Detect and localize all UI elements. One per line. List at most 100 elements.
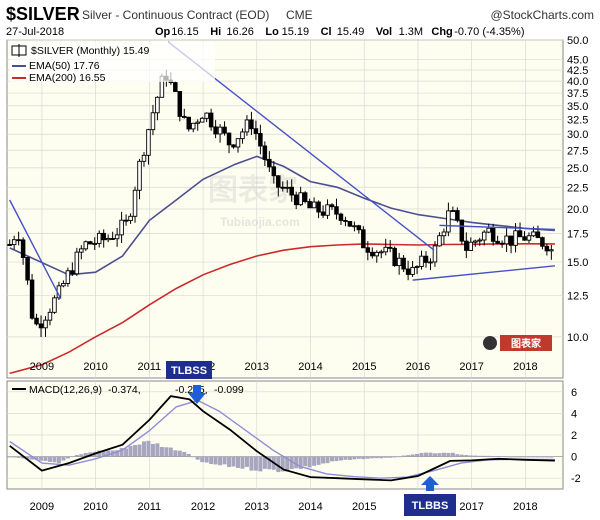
price-candle-body	[396, 257, 402, 267]
macd-histogram-bar	[307, 456, 312, 468]
macd-histogram-bar	[43, 456, 48, 461]
macd-histogram-bar	[262, 456, 267, 469]
macd-histogram-bar	[16, 456, 21, 458]
price-candle-body	[378, 251, 384, 254]
price-x-tick-label: 2015	[352, 361, 376, 373]
macd-histogram-bar	[531, 456, 536, 458]
price-x-tick-label: 2014	[298, 361, 322, 373]
price-candle-body	[271, 166, 277, 177]
price-candle-body	[320, 211, 326, 216]
price-candle-body	[25, 257, 30, 281]
macd-y-tick-label: 2	[571, 430, 577, 442]
macd-histogram-bar	[325, 456, 330, 464]
watermark-main: 图表家	[208, 174, 298, 207]
macd-x-tick-label: 2012	[191, 501, 215, 513]
price-y-tick-label: 20.0	[567, 204, 588, 216]
price-candle-body	[199, 117, 205, 123]
instrument-name: Silver - Continuous Contract (EOD)	[82, 8, 269, 22]
price-candle-body	[249, 119, 254, 130]
macd-histogram-bar	[352, 456, 357, 460]
macd-legend-hist: -0.099	[214, 384, 244, 396]
trendline	[439, 224, 555, 231]
price-candle-body	[311, 201, 317, 209]
price-candle-body	[405, 268, 411, 275]
price-candle-body	[217, 126, 223, 135]
price-candle-body	[190, 122, 196, 130]
macd-histogram-bar	[235, 456, 240, 468]
macd-histogram-bar	[56, 456, 61, 464]
price-candle-body	[535, 231, 541, 239]
annotation-tlbss: TLBSS	[166, 361, 212, 404]
macd-histogram-bar	[97, 450, 102, 457]
macd-histogram-bar	[544, 456, 549, 458]
macd-histogram-bar	[39, 456, 44, 461]
macd-histogram-bar	[446, 452, 451, 457]
macd-histogram-bar	[289, 456, 294, 470]
quote-value-chg: -0.70 (-4.35%)	[454, 26, 524, 38]
macd-histogram-bar	[267, 456, 272, 470]
macd-histogram-bar	[204, 456, 209, 463]
price-candle-body	[119, 219, 124, 236]
macd-histogram-bar	[526, 456, 531, 458]
annotation-tlbbs-label: TLBBS	[412, 500, 449, 512]
macd-histogram-bar	[298, 456, 303, 469]
price-candle-body	[34, 317, 39, 325]
price-candle-body	[307, 201, 312, 209]
price-candle-body	[258, 133, 263, 147]
legend-price: $SILVER (Monthly) 15.49	[31, 45, 149, 57]
price-candle-body	[11, 239, 17, 246]
price-candle-body	[338, 213, 344, 221]
macd-histogram-bar	[240, 456, 245, 469]
price-candle-body	[244, 119, 250, 133]
macd-histogram-bar	[222, 456, 227, 465]
price-candle-body	[540, 237, 545, 247]
macd-histogram-bar	[383, 456, 388, 458]
macd-histogram-bar	[303, 456, 308, 467]
price-candle-body	[195, 121, 200, 124]
price-candle-body	[481, 231, 487, 241]
macd-histogram-bar	[258, 456, 263, 472]
price-x-tick-label: 2010	[83, 361, 107, 373]
macd-histogram-bar	[406, 455, 411, 457]
price-candle-body	[43, 319, 48, 329]
logo-badge	[500, 335, 552, 351]
price-candle-body	[128, 215, 133, 222]
price-candle-body	[329, 204, 335, 208]
price-x-tick-label: 2018	[513, 361, 537, 373]
macd-legend-label: MACD(12,26,9)	[29, 384, 102, 396]
price-candle-body	[284, 186, 290, 189]
quote-label-op: Op	[155, 26, 171, 38]
macd-histogram-bar	[164, 447, 169, 457]
price-candle-body	[361, 229, 366, 249]
macd-histogram-bar	[30, 456, 35, 460]
macd-histogram-bar	[392, 456, 397, 458]
macd-histogram-bar	[61, 456, 66, 461]
macd-histogram-bar	[316, 456, 321, 465]
macd-main-line	[9, 395, 555, 482]
macd-histogram-bar	[128, 446, 133, 457]
price-candle-body	[508, 235, 514, 246]
macd-histogram-bar	[482, 455, 487, 457]
macd-histogram-bar	[244, 456, 249, 467]
price-candle-body	[450, 210, 456, 213]
macd-histogram-bar	[522, 456, 527, 458]
up-arrow-icon	[421, 476, 439, 491]
macd-histogram-bar	[513, 456, 518, 458]
price-legend: $SILVER (Monthly) 15.49 EMA(50) 17.76 EM…	[10, 42, 215, 84]
trendline	[412, 265, 556, 281]
macd-x-tick-label: 2013	[245, 501, 269, 513]
price-candle-body	[441, 231, 447, 237]
price-candle-body	[65, 270, 71, 284]
price-candle-body	[486, 227, 491, 233]
macd-histogram-bar	[168, 447, 173, 457]
macd-histogram-bar	[227, 456, 232, 468]
price-y-tick-label: 32.5	[567, 114, 588, 126]
price-x-tick-label: 2011	[138, 361, 162, 373]
chart-symbol: $SILVER	[6, 4, 80, 24]
macd-histogram-bar	[356, 456, 361, 459]
macd-histogram-bar	[7, 456, 12, 458]
price-y-tick-label: 22.5	[567, 182, 588, 194]
price-candle-body	[504, 235, 509, 245]
price-candle-body	[410, 266, 415, 275]
price-candle-body	[432, 245, 438, 263]
